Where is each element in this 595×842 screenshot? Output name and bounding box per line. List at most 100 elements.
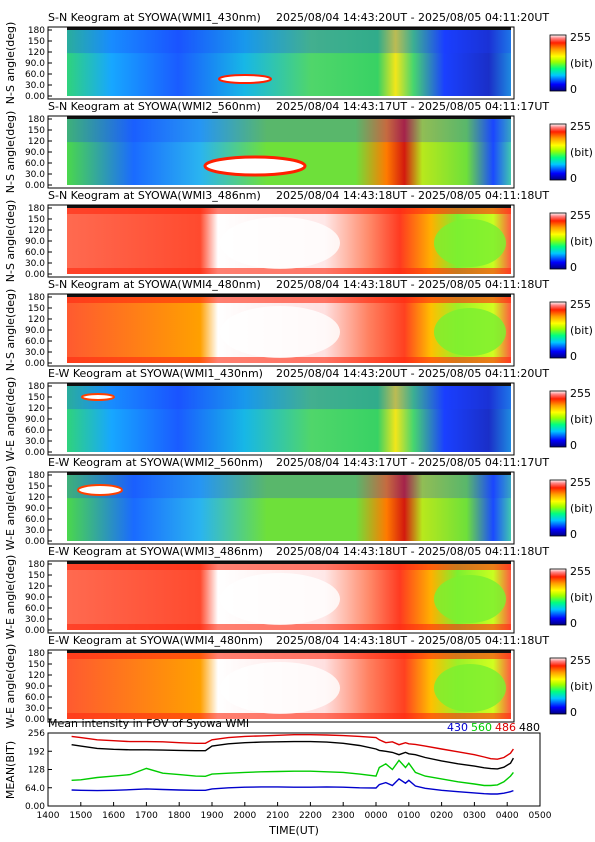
y-tick-label: 120 bbox=[28, 137, 45, 147]
panel-title: S-N Keogram at SYOWA(WMI3_486nm) bbox=[48, 189, 261, 202]
legend-430: 430 bbox=[447, 721, 468, 734]
y-tick-label: 120 bbox=[28, 404, 45, 414]
y-tick-label: 60.0 bbox=[25, 426, 45, 436]
aurora-region bbox=[434, 664, 506, 712]
colorbar bbox=[549, 34, 567, 92]
y-tick-label: 30.0 bbox=[25, 259, 45, 269]
y-tick-label: 120 bbox=[28, 226, 45, 236]
keogram-edge bbox=[67, 561, 511, 564]
y-tick-label: 60.0 bbox=[25, 515, 45, 525]
series-line-430 bbox=[71, 778, 514, 795]
aurora-region bbox=[220, 573, 340, 625]
y-tick-label: 90.0 bbox=[25, 59, 45, 69]
y-tick-label: 0.00 bbox=[25, 448, 45, 458]
keogram-shade bbox=[67, 268, 511, 274]
keogram-panel: S-N Keogram at SYOWA(WMI3_486nm) 2025/08/… bbox=[4, 189, 593, 282]
y-tick-label: 150 bbox=[28, 393, 45, 403]
y-tick-label: 30.0 bbox=[25, 526, 45, 536]
colorbar-unit-label: (bit) bbox=[570, 235, 593, 248]
keogram-panel: S-N Keogram at SYOWA(WMI2_560nm) 2025/08/… bbox=[4, 100, 593, 193]
x-tick-label: 0300 bbox=[463, 811, 486, 821]
x-tick-label: 1700 bbox=[135, 811, 158, 821]
x-tick-label: 0500 bbox=[529, 811, 552, 821]
y-tick-label: 90.0 bbox=[25, 415, 45, 425]
series-line-560 bbox=[71, 759, 514, 787]
colorbar bbox=[549, 657, 567, 715]
panel-time-range: 2025/08/04 14:43:18UT - 2025/08/05 04:11… bbox=[276, 634, 549, 647]
y-tick-label: 180 bbox=[28, 649, 45, 659]
keogram-shade bbox=[67, 357, 511, 363]
colorbar-min-label: 0 bbox=[570, 350, 577, 363]
colorbar bbox=[549, 479, 567, 537]
keogram-shade bbox=[67, 564, 511, 570]
keogram-edge bbox=[67, 294, 511, 297]
y-tick-label: 60.0 bbox=[25, 159, 45, 169]
keogram-panel: S-N Keogram at SYOWA(WMI1_430nm) 2025/08/… bbox=[4, 11, 593, 104]
x-tick-label: 0400 bbox=[496, 811, 519, 821]
chart-x-ticks: 1400 1500 1600 1700 1800 1900 2000 2100 2200 2300… bbox=[37, 802, 552, 821]
y-tick-label: 30.0 bbox=[25, 81, 45, 91]
colorbar bbox=[549, 212, 567, 270]
panel-ylabel: N-S angle(deg) bbox=[4, 200, 17, 283]
keogram-panel: E-W Keogram at SYOWA(WMI1_430nm) 2025/08/… bbox=[4, 367, 593, 461]
aurora-region bbox=[434, 575, 506, 623]
keogram-image bbox=[67, 386, 511, 452]
y-tick-label: 150 bbox=[28, 37, 45, 47]
panel-time-range: 2025/08/04 14:43:18UT - 2025/08/05 04:11… bbox=[276, 278, 549, 291]
y-tick-label: 0.00 bbox=[25, 270, 45, 280]
y-tick-label: 60.0 bbox=[25, 70, 45, 80]
colorbar-min-label: 0 bbox=[570, 261, 577, 274]
keogram-edge bbox=[67, 205, 511, 208]
panel-ylabel: W-E angle(deg) bbox=[4, 644, 17, 729]
y-tick-label: 128 bbox=[28, 766, 45, 776]
colorbar-max-label: 255 bbox=[570, 654, 591, 667]
colorbar-max-label: 255 bbox=[570, 120, 591, 133]
y-tick-label: 0.00 bbox=[25, 359, 45, 369]
y-tick-label: 192 bbox=[28, 747, 45, 757]
y-tick-label: 60.0 bbox=[25, 337, 45, 347]
y-tick-label: 150 bbox=[28, 571, 45, 581]
x-tick-label: 0200 bbox=[430, 811, 453, 821]
aurora-region bbox=[220, 306, 340, 358]
chart-xlabel: TIME(UT) bbox=[268, 824, 319, 837]
panel-time-range: 2025/08/04 14:43:17UT - 2025/08/05 04:11… bbox=[276, 456, 549, 469]
colorbar-max-label: 255 bbox=[570, 476, 591, 489]
panel-ylabel: W-E angle(deg) bbox=[4, 377, 17, 462]
keogram-edge bbox=[67, 472, 511, 475]
panel-title: S-N Keogram at SYOWA(WMI4_480nm) bbox=[48, 278, 261, 291]
keogram-edge bbox=[67, 383, 511, 386]
panel-ylabel: W-E angle(deg) bbox=[4, 466, 17, 551]
x-tick-label: 2100 bbox=[266, 811, 289, 821]
y-tick-label: 30.0 bbox=[25, 704, 45, 714]
keogram-shade bbox=[67, 208, 511, 214]
x-tick-label: 2000 bbox=[233, 811, 256, 821]
legend-560: 560 bbox=[471, 721, 492, 734]
panel-time-range: 2025/08/04 14:43:18UT - 2025/08/05 04:11… bbox=[276, 545, 549, 558]
colorbar-unit-label: (bit) bbox=[570, 680, 593, 693]
colorbar-min-label: 0 bbox=[570, 83, 577, 96]
panel-title: E-W Keogram at SYOWA(WMI4_480nm) bbox=[48, 634, 263, 647]
y-tick-label: 90.0 bbox=[25, 504, 45, 514]
colorbar bbox=[549, 123, 567, 181]
y-tick-label: 120 bbox=[28, 671, 45, 681]
series-line-486 bbox=[71, 734, 514, 760]
chart-title: Mean intensity in FOV of Syowa WMI bbox=[48, 717, 249, 730]
aurora-arc bbox=[203, 155, 307, 177]
aurora-region bbox=[434, 308, 506, 356]
y-tick-label: 60.0 bbox=[25, 604, 45, 614]
y-tick-label: 64.0 bbox=[25, 784, 45, 794]
y-tick-label: 150 bbox=[28, 304, 45, 314]
y-tick-label: 30.0 bbox=[25, 615, 45, 625]
mean-intensity-chart: Mean intensity in FOV of Syowa WMI 430 5… bbox=[4, 717, 552, 837]
aurora-arc bbox=[77, 484, 123, 496]
colorbar-unit-label: (bit) bbox=[570, 502, 593, 515]
keogram-shade bbox=[67, 713, 511, 719]
colorbar-max-label: 255 bbox=[570, 565, 591, 578]
y-tick-label: 256 bbox=[28, 729, 45, 739]
aurora-arc bbox=[218, 74, 272, 84]
chart-plot-area bbox=[47, 732, 541, 807]
panel-title: E-W Keogram at SYOWA(WMI3_486nm) bbox=[48, 545, 263, 558]
chart-ylabel: MEAN(BIT) bbox=[4, 741, 17, 799]
y-tick-label: 180 bbox=[28, 293, 45, 303]
